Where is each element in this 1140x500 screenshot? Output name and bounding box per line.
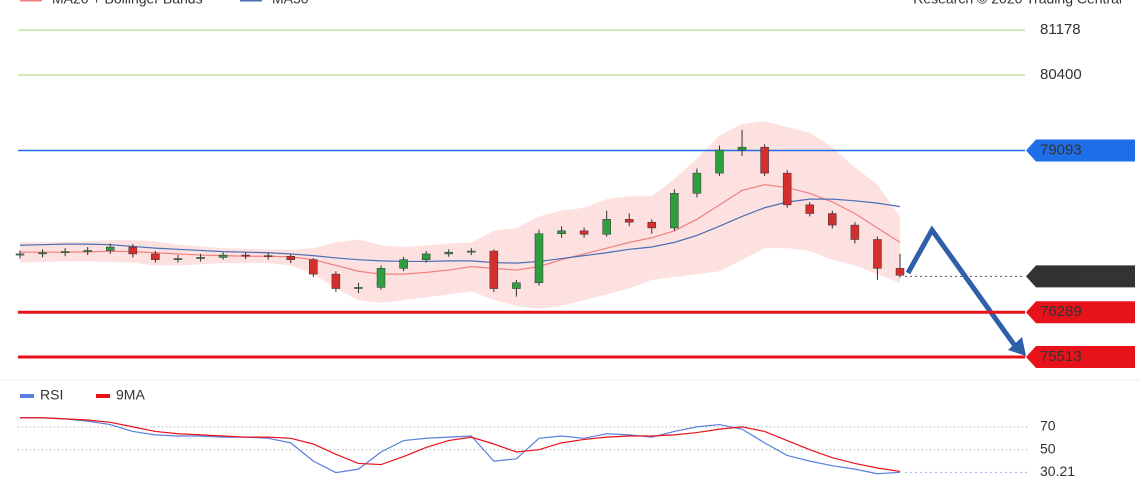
level-label: 75513 [1040,348,1082,365]
level-tag [1026,139,1135,162]
rsi-line [20,417,901,475]
credit: Research © 2020 Trading Central [913,0,1122,7]
candle-body [286,255,296,260]
y-tick-label: 70 [1040,418,1056,434]
bollinger-band [20,121,900,309]
level-tag [1026,301,1135,324]
level-label: 79093 [1040,141,1082,158]
candle-body [467,250,476,253]
candle-body [263,255,273,257]
candle-body [782,172,792,206]
candle-body [828,213,837,226]
candle-body [805,204,814,214]
candle-body [399,259,408,269]
candle-body [15,253,25,256]
candle-body [534,233,544,284]
level-label: 80400 [1040,66,1082,83]
candle-body [670,193,679,229]
candle-body [647,221,657,229]
candle-body [557,230,566,234]
candle-body [715,149,724,174]
legend-label: MA20 + Bollinger Bands [52,0,203,7]
candle-body [241,254,250,257]
candle-body [873,239,882,269]
candle-body [83,250,92,252]
candle-body [512,282,521,289]
forecast-arrowhead [1008,337,1026,356]
candle-body [354,287,363,289]
candle-body [760,146,769,174]
candle-body [128,246,138,255]
legend-label: MA50 [272,0,309,7]
candle-body [309,259,318,275]
level-tag [1026,265,1135,288]
ma20-line [20,184,901,275]
candle-body [196,257,205,259]
legend-label: 9MA [116,387,145,403]
legend-label: RSI [40,387,63,403]
candle-body [850,224,860,240]
level-tag [1026,346,1135,369]
candle-body [106,246,115,251]
candle-body [602,219,611,235]
y-tick-label: 50 [1040,440,1056,456]
candle-body [444,251,453,255]
candle-body [421,253,431,260]
level-label: 81178 [1040,21,1081,38]
candle-body [579,230,589,235]
candle-body [173,258,183,260]
rsi-line [20,417,901,473]
candle-body [331,273,341,289]
candle-body [692,172,702,194]
level-label: 76911 [1040,267,1081,284]
level-label: 76289 [1040,303,1082,320]
last-value-label: 30.21 [1040,463,1075,479]
candle-body [624,219,634,223]
candle-body [737,146,747,151]
candle-body [895,268,905,276]
candle-body [218,254,228,258]
candle-body [38,252,47,255]
forecast-arrow [905,225,1021,352]
candle-body [489,250,499,289]
candle-body [60,251,70,254]
candle-body [151,253,160,260]
ma50-line [19,198,901,264]
candle-body [376,268,386,288]
